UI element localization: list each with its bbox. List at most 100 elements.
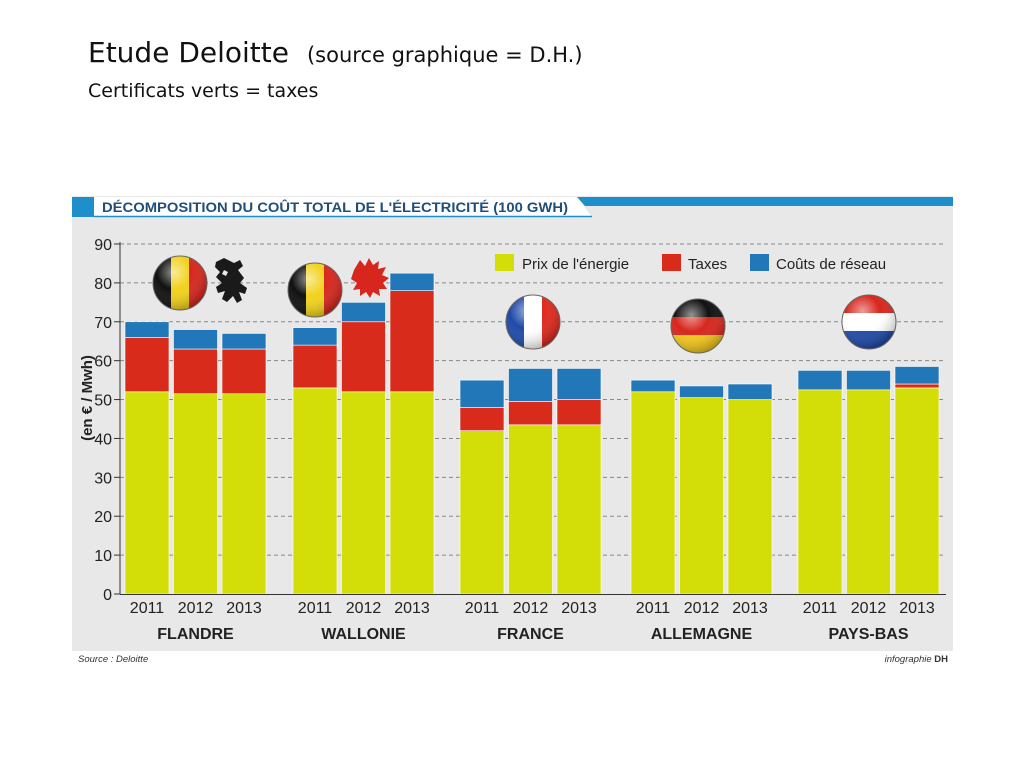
bar-segment-energy (221, 393, 267, 595)
belgium-flag-icon (287, 262, 343, 318)
bar-segment-energy (679, 397, 724, 595)
legend-label-network: Coûts de réseau (776, 256, 886, 273)
y-tick-label: 40 (94, 431, 112, 448)
x-tick-label: 2011 (298, 600, 333, 617)
flanders-lion-icon (215, 258, 247, 303)
banner-label-box (94, 197, 592, 217)
bar-segment-taxes (173, 348, 218, 395)
bar-segment-taxes (292, 344, 338, 389)
x-tick-label: 2012 (851, 600, 887, 617)
bar-segment-network (124, 321, 170, 338)
y-tick-label: 60 (94, 354, 112, 371)
y-tick-label: 80 (94, 276, 112, 293)
y-tick-label: 50 (94, 393, 112, 410)
bar-segment-network (221, 333, 267, 350)
netherlands-flag-icon (841, 294, 897, 350)
x-tick-label: 2011 (130, 600, 165, 617)
bar-segment-network (894, 366, 940, 385)
group-label: PAYS-BAS (828, 626, 908, 643)
y-tick-label: 70 (94, 315, 112, 332)
bar-segment-taxes (389, 290, 435, 393)
y-tick-label: 10 (94, 548, 112, 565)
bar-segment-energy (508, 424, 553, 595)
bar-segment-taxes (894, 383, 940, 389)
x-tick-label: 2011 (465, 600, 500, 617)
bar-segment-energy (292, 387, 338, 595)
bar-segment-energy (894, 387, 940, 595)
legend: Prix de l'énergie Taxes Coûts de réseau (495, 254, 886, 273)
group-label: WALLONIE (321, 626, 406, 643)
bar-segment-energy (459, 430, 505, 595)
bar-segment-energy (173, 393, 218, 595)
bar-segment-energy (727, 399, 773, 595)
bar-segment-taxes (508, 401, 553, 426)
banner-left-tab (72, 197, 94, 217)
x-tick-label: 2012 (684, 600, 720, 617)
bar-segment-network (630, 379, 676, 393)
bar-segment-network (727, 383, 773, 400)
bar-segment-energy (556, 424, 602, 595)
x-tick-label: 2013 (226, 600, 262, 617)
group-label: FRANCE (497, 626, 564, 643)
x-tick-label: 2011 (803, 600, 838, 617)
slide-title-text: Etude Deloitte (88, 36, 289, 69)
x-tick-label: 2013 (561, 600, 597, 617)
x-tick-label: 2012 (178, 600, 214, 617)
bar-segment-energy (797, 389, 843, 595)
slide-title: Etude Deloitte (source graphique = D.H.) (88, 36, 583, 69)
wallonia-rooster-icon (351, 258, 389, 298)
x-tick-label: 2013 (394, 600, 430, 617)
germany-flag-icon (670, 298, 726, 354)
chart-credit-brand: DH (934, 654, 948, 665)
x-tick-label: 2013 (732, 600, 768, 617)
x-tick-label: 2012 (513, 600, 549, 617)
bar-segment-network (173, 329, 218, 350)
belgium-flag-icon (152, 255, 208, 311)
chart-svg: DÉCOMPOSITION DU COÛT TOTAL DE L'ÉLECTRI… (72, 196, 953, 668)
bars (124, 272, 940, 595)
y-tick-label: 20 (94, 509, 112, 526)
chart-source: Source : Deloitte (78, 654, 148, 665)
chart-footer-band (72, 651, 953, 668)
bar-segment-energy (389, 391, 435, 595)
x-tick-label: 2011 (636, 600, 671, 617)
y-tick-label: 0 (103, 587, 112, 604)
slide-title-note: (source graphique = D.H.) (306, 43, 583, 67)
group-label: FLANDRE (157, 626, 234, 643)
chart-figure: DÉCOMPOSITION DU COÛT TOTAL DE L'ÉLECTRI… (72, 196, 953, 668)
bar-segment-network (292, 327, 338, 346)
x-tick-label: 2013 (899, 600, 935, 617)
bar-segment-taxes (459, 407, 505, 431)
group-label: ALLEMAGNE (651, 626, 753, 643)
france-flag-icon (505, 294, 561, 350)
bar-segment-taxes (124, 337, 170, 393)
banner-right-band (577, 197, 953, 206)
bar-segment-network (459, 379, 505, 408)
bar-segment-network (508, 368, 553, 402)
slide-subtitle: Certificats verts = taxes (88, 80, 319, 102)
chart-banner: DÉCOMPOSITION DU COÛT TOTAL DE L'ÉLECTRI… (72, 197, 953, 218)
bar-segment-taxes (556, 399, 602, 426)
y-tick-label: 30 (94, 470, 112, 487)
bar-segment-energy (846, 389, 891, 595)
bar-segment-energy (630, 391, 676, 595)
bar-segment-taxes (341, 321, 386, 393)
y-axis: 0 10 20 30 40 50 60 70 80 90 (94, 237, 121, 604)
bar-segment-network (797, 370, 843, 391)
bar-segment-network (846, 370, 891, 391)
chart-title: DÉCOMPOSITION DU COÛT TOTAL DE L'ÉLECTRI… (102, 200, 568, 215)
bar-segment-network (679, 385, 724, 398)
legend-swatch-network (750, 254, 769, 271)
bar-segment-energy (124, 391, 170, 595)
bar-segment-network (341, 302, 386, 323)
bar-segment-taxes (221, 348, 267, 395)
legend-swatch-taxes (662, 254, 681, 271)
bar-segment-network (389, 272, 435, 291)
x-axis: 2011 2012 2013 FLANDRE 2011 2012 2013 WALLONIE 2… (120, 594, 946, 643)
chart-credit: infographie DH (885, 654, 949, 665)
legend-swatch-energy (495, 254, 514, 271)
bar-segment-network (556, 368, 602, 400)
bar-segment-energy (341, 391, 386, 595)
x-tick-label: 2012 (346, 600, 382, 617)
chart-credit-prefix: infographie (885, 654, 932, 665)
